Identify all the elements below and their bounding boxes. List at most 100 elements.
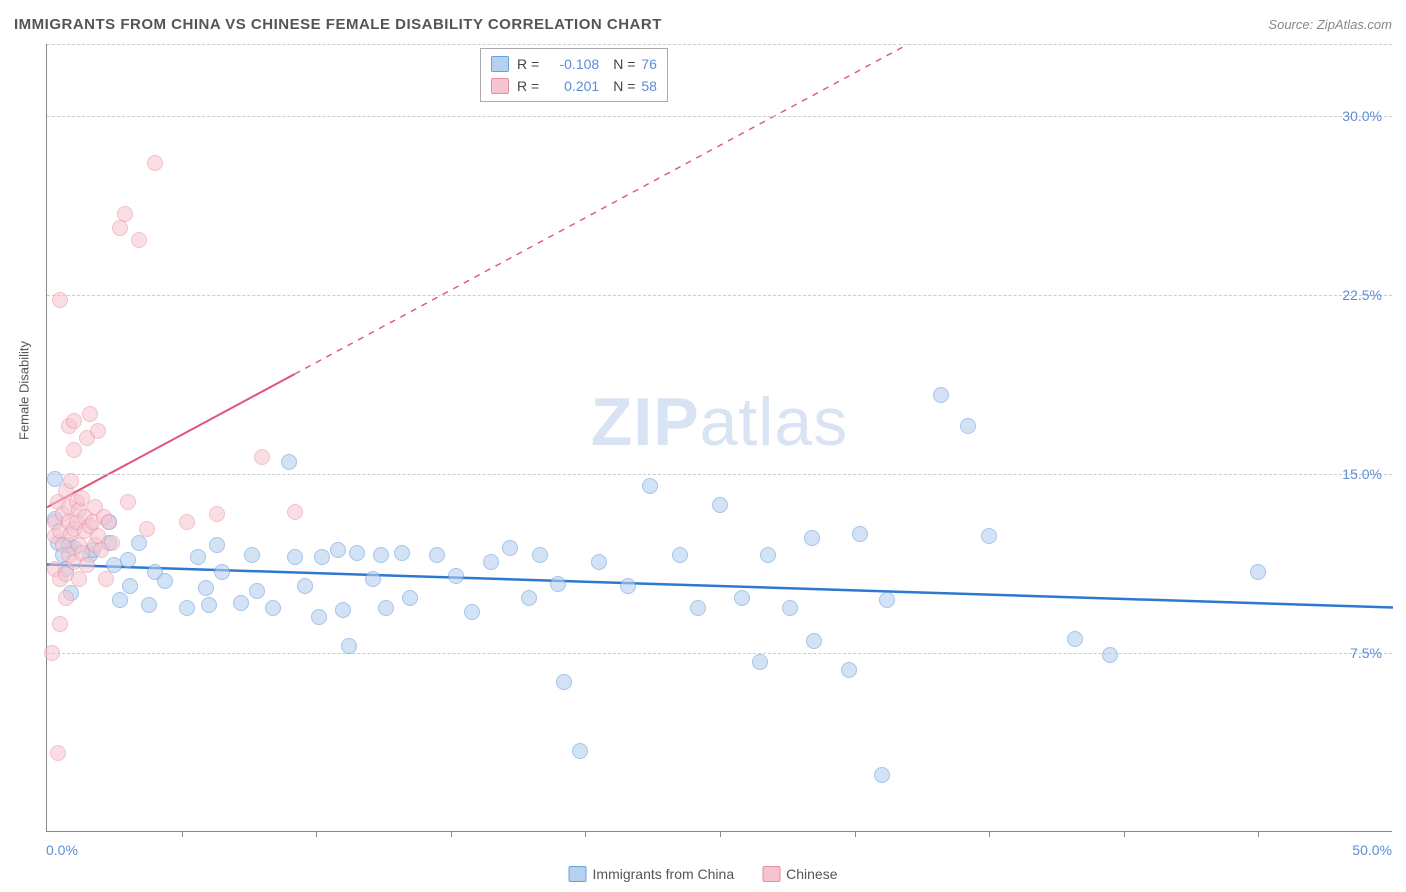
scatter-point-chinese — [44, 645, 60, 661]
scatter-point-immigrants — [620, 578, 636, 594]
legend-swatch — [491, 56, 509, 72]
scatter-point-chinese — [63, 473, 79, 489]
scatter-point-immigrants — [349, 545, 365, 561]
r-label: R = — [517, 56, 539, 72]
scatter-point-chinese — [287, 504, 303, 520]
scatter-point-immigrants — [521, 590, 537, 606]
x-tick — [1124, 831, 1125, 837]
stats-row: R = 0.201 N = 58 — [491, 75, 657, 97]
scatter-point-chinese — [50, 745, 66, 761]
chart-header: IMMIGRANTS FROM CHINA VS CHINESE FEMALE … — [0, 0, 1406, 40]
n-label: N = — [613, 78, 635, 94]
scatter-point-immigrants — [502, 540, 518, 556]
scatter-point-chinese — [79, 557, 95, 573]
scatter-point-immigrants — [804, 530, 820, 546]
legend-item: Immigrants from China — [569, 866, 735, 882]
x-tick — [451, 831, 452, 837]
scatter-point-immigrants — [287, 549, 303, 565]
scatter-point-chinese — [120, 494, 136, 510]
scatter-point-immigrants — [394, 545, 410, 561]
y-tick-label: 15.0% — [1342, 466, 1382, 482]
plot-area: ZIPatlas 7.5%15.0%22.5%30.0% — [46, 44, 1392, 832]
scatter-point-immigrants — [852, 526, 868, 542]
scatter-point-immigrants — [690, 600, 706, 616]
legend-swatch — [491, 78, 509, 94]
scatter-point-chinese — [71, 571, 87, 587]
scatter-point-immigrants — [122, 578, 138, 594]
scatter-point-chinese — [209, 506, 225, 522]
scatter-point-immigrants — [233, 595, 249, 611]
scatter-point-immigrants — [752, 654, 768, 670]
scatter-point-chinese — [179, 514, 195, 530]
watermark-atlas: atlas — [700, 384, 849, 460]
scatter-point-immigrants — [179, 600, 195, 616]
stats-row: R = -0.108 N = 76 — [491, 53, 657, 75]
grid-line — [47, 44, 1392, 45]
scatter-point-immigrants — [201, 597, 217, 613]
scatter-point-immigrants — [483, 554, 499, 570]
scatter-point-immigrants — [1102, 647, 1118, 663]
scatter-point-chinese — [52, 616, 68, 632]
scatter-point-chinese — [101, 514, 117, 530]
scatter-point-immigrants — [330, 542, 346, 558]
scatter-point-immigrants — [429, 547, 445, 563]
watermark-zip: ZIP — [591, 384, 700, 460]
grid-line — [47, 116, 1392, 117]
trend-line-immigrants — [47, 565, 1393, 608]
scatter-point-immigrants — [760, 547, 776, 563]
legend-label: Immigrants from China — [593, 866, 735, 882]
r-label: R = — [517, 78, 539, 94]
scatter-point-chinese — [58, 590, 74, 606]
scatter-point-immigrants — [141, 597, 157, 613]
scatter-point-immigrants — [112, 592, 128, 608]
scatter-point-immigrants — [642, 478, 658, 494]
x-tick — [989, 831, 990, 837]
r-value: 0.201 — [545, 78, 599, 94]
bottom-legend: Immigrants from ChinaChinese — [569, 866, 838, 882]
source-label: Source: — [1268, 17, 1313, 32]
scatter-point-immigrants — [806, 633, 822, 649]
n-value: 58 — [641, 78, 657, 94]
scatter-point-immigrants — [672, 547, 688, 563]
scatter-point-immigrants — [572, 743, 588, 759]
scatter-point-chinese — [117, 206, 133, 222]
scatter-point-immigrants — [782, 600, 798, 616]
r-value: -0.108 — [545, 56, 599, 72]
x-tick — [720, 831, 721, 837]
scatter-point-immigrants — [960, 418, 976, 434]
scatter-point-immigrants — [297, 578, 313, 594]
x-tick — [1258, 831, 1259, 837]
scatter-point-immigrants — [335, 602, 351, 618]
watermark: ZIPatlas — [591, 383, 848, 461]
scatter-point-chinese — [104, 535, 120, 551]
scatter-point-chinese — [147, 155, 163, 171]
scatter-point-immigrants — [341, 638, 357, 654]
scatter-point-immigrants — [157, 573, 173, 589]
correlation-stats-box: R = -0.108 N = 76 R = 0.201 N = 58 — [480, 48, 668, 102]
chart-title: IMMIGRANTS FROM CHINA VS CHINESE FEMALE … — [14, 16, 662, 33]
grid-line — [47, 653, 1392, 654]
scatter-point-immigrants — [373, 547, 389, 563]
y-tick-label: 22.5% — [1342, 287, 1382, 303]
scatter-point-immigrants — [249, 583, 265, 599]
scatter-point-immigrants — [874, 767, 890, 783]
scatter-point-immigrants — [244, 547, 260, 563]
scatter-point-chinese — [112, 220, 128, 236]
scatter-point-immigrants — [841, 662, 857, 678]
y-axis-title: Female Disability — [17, 341, 32, 440]
scatter-point-chinese — [90, 423, 106, 439]
scatter-point-immigrants — [550, 576, 566, 592]
scatter-point-immigrants — [198, 580, 214, 596]
scatter-point-immigrants — [591, 554, 607, 570]
scatter-point-chinese — [66, 413, 82, 429]
n-label: N = — [613, 56, 635, 72]
scatter-point-immigrants — [311, 609, 327, 625]
scatter-point-immigrants — [448, 568, 464, 584]
scatter-point-chinese — [254, 449, 270, 465]
legend-swatch — [762, 866, 780, 882]
scatter-point-chinese — [139, 521, 155, 537]
x-axis-max-label: 50.0% — [1352, 842, 1392, 858]
scatter-point-immigrants — [879, 592, 895, 608]
n-value: 76 — [641, 56, 657, 72]
y-tick-label: 7.5% — [1350, 645, 1382, 661]
